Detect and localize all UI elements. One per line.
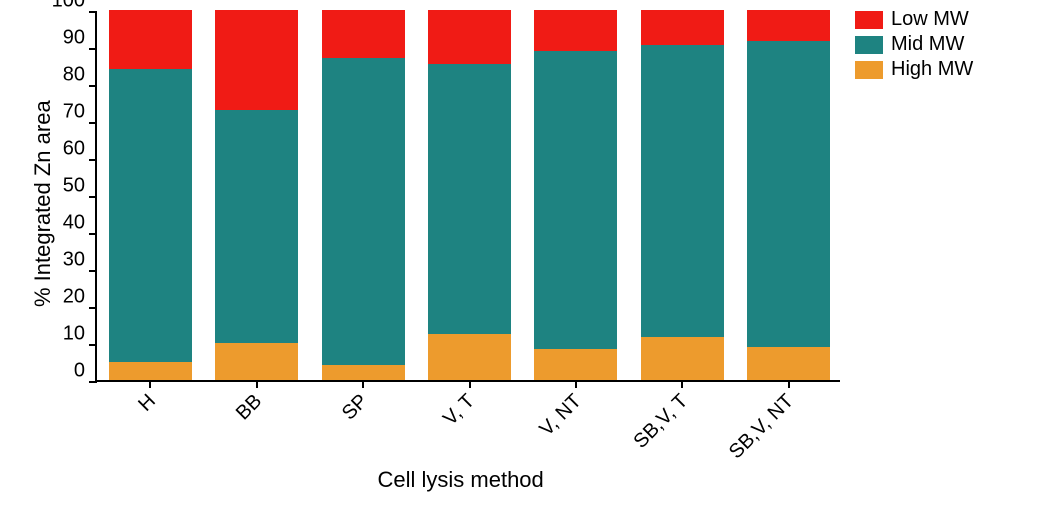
x-tick-label: SB,V, NT	[725, 390, 799, 464]
x-tick-label: SB,V, T	[629, 390, 692, 453]
bar-segment-high	[747, 347, 830, 380]
bar-segment-mid	[428, 64, 511, 334]
bar-segment-mid	[109, 69, 192, 361]
y-tick-mark	[89, 381, 97, 383]
legend-swatch	[855, 36, 883, 54]
bar-group	[215, 10, 298, 380]
y-tick-label: 30	[63, 248, 85, 271]
bar-segment-low	[747, 10, 830, 41]
y-tick-label: 90	[63, 26, 85, 49]
bar-segment-low	[109, 10, 192, 69]
legend-item: Low MW	[855, 8, 973, 31]
bar-segment-low	[534, 10, 617, 51]
bar-segment-mid	[215, 110, 298, 343]
y-tick-label: 40	[63, 211, 85, 234]
bar-group	[428, 10, 511, 380]
x-tick-mark	[362, 380, 364, 388]
legend-label: Low MW	[891, 8, 969, 31]
y-tick-mark	[89, 233, 97, 235]
x-tick-mark	[149, 380, 151, 388]
y-tick-mark	[89, 85, 97, 87]
bar-segment-mid	[747, 41, 830, 346]
y-tick-label: 0	[74, 359, 85, 382]
bar-segment-mid	[641, 45, 724, 337]
y-tick-label: 20	[63, 285, 85, 308]
x-tick-label: SP	[338, 390, 373, 425]
legend-item: High MW	[855, 58, 973, 81]
legend-swatch	[855, 61, 883, 79]
legend-swatch	[855, 11, 883, 29]
bar-segment-low	[428, 10, 511, 64]
y-axis-label: % Integrated Zn area	[30, 100, 56, 307]
bar-segment-high	[428, 334, 511, 380]
bar-segment-high	[641, 337, 724, 380]
plot-area: 0102030405060708090100HBBSPV, TV, NTSB,V…	[95, 12, 840, 382]
x-tick-mark	[469, 380, 471, 388]
y-tick-mark	[89, 48, 97, 50]
bar-group	[322, 10, 405, 380]
x-axis-label: Cell lysis method	[378, 467, 544, 493]
legend-item: Mid MW	[855, 33, 973, 56]
y-tick-mark	[89, 11, 97, 13]
y-tick-label: 10	[63, 322, 85, 345]
bar-group	[641, 10, 724, 380]
y-tick-mark	[89, 196, 97, 198]
bar-segment-mid	[534, 51, 617, 349]
y-tick-label: 60	[63, 137, 85, 160]
bar-segment-mid	[322, 58, 405, 365]
x-tick-mark	[681, 380, 683, 388]
x-tick-label: V, T	[439, 390, 480, 431]
bar-segment-low	[215, 10, 298, 110]
y-tick-mark	[89, 122, 97, 124]
bar-segment-low	[322, 10, 405, 58]
bar-segment-high	[215, 343, 298, 380]
bar-segment-high	[322, 365, 405, 380]
y-tick-label: 70	[63, 100, 85, 123]
bar-group	[534, 10, 617, 380]
y-tick-mark	[89, 307, 97, 309]
x-tick-label: BB	[232, 390, 267, 425]
y-tick-mark	[89, 270, 97, 272]
bar-segment-low	[641, 10, 724, 45]
legend-label: High MW	[891, 58, 973, 81]
bar-group	[109, 10, 192, 380]
legend-label: Mid MW	[891, 33, 964, 56]
y-tick-label: 50	[63, 174, 85, 197]
legend: Low MWMid MWHigh MW	[855, 8, 973, 83]
y-tick-label: 80	[63, 63, 85, 86]
x-tick-mark	[256, 380, 258, 388]
y-tick-label: 100	[52, 0, 85, 12]
x-tick-label: H	[134, 390, 160, 416]
stacked-bar-chart: 0 10 20 30 40 50 60 70 80 90 100 H BB SP V, T V, NT SB,V…	[0, 0, 1050, 507]
bar-segment-high	[534, 349, 617, 380]
bar-segment-high	[109, 362, 192, 381]
x-tick-mark	[788, 380, 790, 388]
bar-group	[747, 10, 830, 380]
y-tick-mark	[89, 344, 97, 346]
y-tick-mark	[89, 159, 97, 161]
x-tick-mark	[575, 380, 577, 388]
x-tick-label: V, NT	[535, 390, 586, 441]
